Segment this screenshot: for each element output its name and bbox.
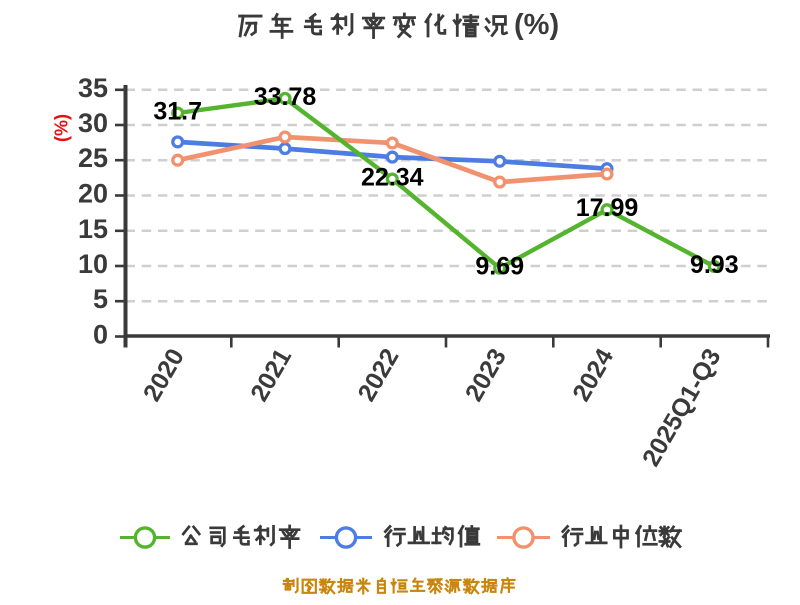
svg-text:17.99: 17.99 [576,194,639,222]
svg-text:9.93: 9.93 [690,251,739,279]
svg-text:10: 10 [78,249,108,279]
svg-text:5: 5 [93,284,108,314]
svg-text:31.7: 31.7 [153,98,202,126]
svg-text:15: 15 [78,214,108,244]
svg-text:25: 25 [78,143,108,173]
svg-text:(%): (%) [52,114,72,142]
svg-text:33.78: 33.78 [254,83,317,111]
svg-text:0: 0 [93,320,108,350]
svg-text:22.34: 22.34 [361,164,424,192]
svg-text:20: 20 [78,179,108,209]
svg-text:9.69: 9.69 [475,253,524,281]
svg-text:30: 30 [78,108,108,138]
svg-text:(%): (%) [514,9,559,41]
svg-text:35: 35 [78,73,108,103]
